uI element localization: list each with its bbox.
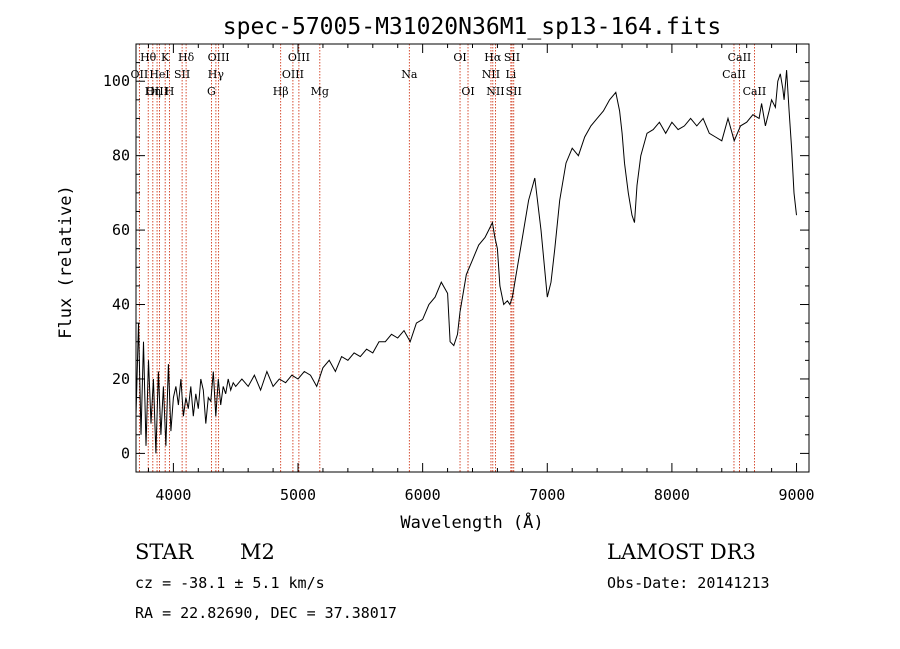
line-marker-label: Hη [145,85,161,98]
x-tick-label: 4000 [155,486,191,504]
line-marker-label: HeI [149,68,169,81]
spectrum-series [135,70,797,454]
line-marker-label: NII [482,68,500,81]
line-marker-label: SII [504,51,520,64]
line-marker-label: G [207,85,216,98]
plot-frame [135,43,810,473]
y-tick-label: 40 [112,296,130,314]
line-marker-label: CaII [722,68,746,81]
line-marker-label: SII [174,68,190,81]
x-axis-label: Wavelength (Å) [400,511,543,533]
chart-title: spec-57005-M31020N36M1_sp13-164.fits [223,14,722,40]
x-tick-label: 5000 [280,486,316,504]
spectrum-line-flux [135,70,797,454]
line-marker-label: OIII [208,51,230,64]
line-marker-label: OII [131,68,149,81]
line-marker-label: OI [453,51,466,64]
line-marker-label: K [161,51,170,64]
x-tick-label: 8000 [654,486,690,504]
line-marker-label: OIII [146,85,168,98]
line-marker-label: NII [486,85,504,98]
coordinates: RA = 22.82690, DEC = 37.38017 [135,604,397,622]
line-marker-label: Hα [484,51,502,64]
line-marker-label: OIII [282,68,304,81]
line-marker-label: Li [505,68,516,81]
subclass: M2 [240,540,275,564]
y-tick-label: 80 [112,147,130,165]
line-marker-label: H [165,85,175,98]
line-marker-label: Hγ [208,68,225,81]
object-type: STAR [135,540,194,564]
line-marker-label: Hθ [140,51,157,64]
line-marker-label: SII [506,85,522,98]
line-marker-label: OI [461,85,474,98]
line-marker-label: Na [401,68,418,81]
line-marker-label: OIII [288,51,310,64]
y-axis-label: Flux (relative) [56,185,76,339]
line-marker-label: Mg [311,85,329,98]
line-markers [138,44,755,472]
survey-name: LAMOST DR3 [607,540,756,564]
x-tick-label: 6000 [405,486,441,504]
y-tick-label: 20 [112,370,130,388]
obs-date: Obs-Date: 20141213 [607,574,770,592]
y-tick-label: 60 [112,221,130,239]
y-tick-label: 0 [121,444,130,462]
line-marker-label: CaII [743,85,767,98]
line-marker-label: CaII [728,51,752,64]
x-tick-label: 7000 [529,486,565,504]
line-marker-label: Hδ [178,51,195,64]
line-marker-label: Hβ [273,85,289,98]
x-tick-label: 9000 [778,486,814,504]
y-tick-label: 100 [103,72,130,90]
y-axis-ticks: 0 20 40 60 80 100 [103,62,809,462]
line-marker-labels: Hθ OII OIII K HeI Hη H SII Hδ OIII Hγ G Hβ OIII OIII Mg… [131,51,767,98]
redshift-text: cz = -38.1 ± 5.1 km/s [135,574,325,592]
x-axis-ticks: 4000 5000 6000 7000 8000 9000 [147,44,815,504]
